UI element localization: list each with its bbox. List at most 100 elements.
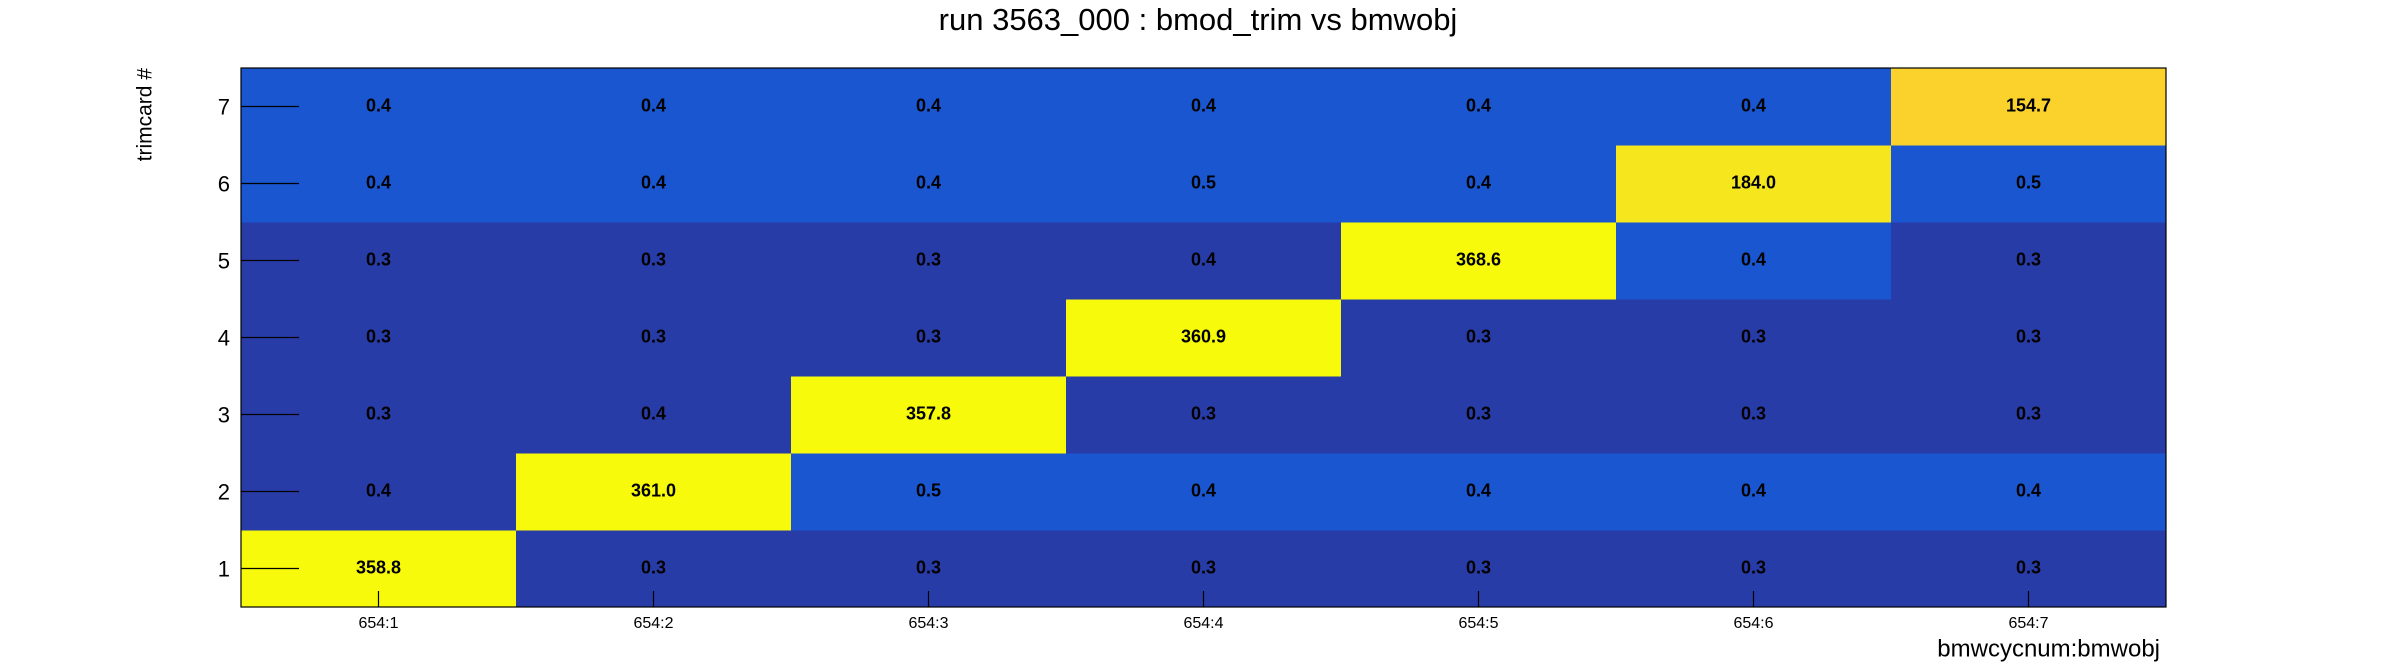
cell-label: 0.3 [641, 326, 666, 346]
x-tick-label: 654:2 [633, 615, 673, 632]
heatmap-cell [1341, 68, 1617, 146]
x-tick-label: 654:4 [1183, 615, 1223, 632]
y-axis-title: trimcard # [134, 68, 157, 162]
heatmap-cell [1066, 376, 1342, 454]
x-tick-label: 654:3 [908, 615, 948, 632]
cell-label: 0.4 [641, 403, 666, 423]
heatmap-cell [791, 453, 1067, 531]
cell-label: 360.9 [1181, 326, 1226, 346]
heatmap-cell [1891, 222, 2167, 300]
cell-label: 0.4 [1466, 480, 1491, 500]
cell-label: 0.4 [1191, 249, 1216, 269]
cell-label: 0.4 [1466, 172, 1491, 192]
heatmap-cell [516, 376, 792, 454]
x-tick-label: 654:1 [358, 615, 398, 632]
heatmap-cell [1616, 222, 1892, 300]
cell-label: 0.3 [1191, 557, 1216, 577]
cell-label: 0.3 [1466, 403, 1491, 423]
heatmap-cell [516, 453, 792, 531]
cell-label: 0.4 [641, 95, 666, 115]
cell-label: 154.7 [2006, 95, 2051, 115]
cell-label: 0.4 [1466, 95, 1491, 115]
cell-label: 0.3 [916, 249, 941, 269]
heatmap-cell [1891, 376, 2167, 454]
x-tick-label: 654:5 [1458, 615, 1498, 632]
cell-label: 0.4 [366, 480, 391, 500]
heatmap-cell [516, 299, 792, 377]
heatmap-cell [516, 145, 792, 223]
cell-label: 0.4 [1191, 480, 1216, 500]
heatmap-cell [791, 376, 1067, 454]
heatmap-cell [1341, 145, 1617, 223]
cell-label: 184.0 [1731, 172, 1776, 192]
cell-label: 0.4 [1741, 249, 1766, 269]
heatmap-cell [1066, 145, 1342, 223]
cell-label: 0.5 [2016, 172, 2041, 192]
heatmap-cell [1616, 299, 1892, 377]
cell-label: 0.3 [1466, 557, 1491, 577]
heatmap-cell [791, 222, 1067, 300]
heatmap-cell [1341, 222, 1617, 300]
cell-label: 0.4 [641, 172, 666, 192]
heatmap-cell [791, 68, 1067, 146]
cell-label: 0.3 [2016, 403, 2041, 423]
heatmap-cell [1341, 453, 1617, 531]
cell-label: 0.4 [1741, 95, 1766, 115]
cell-label: 0.3 [1741, 326, 1766, 346]
cell-label: 0.3 [2016, 249, 2041, 269]
cell-label: 0.3 [916, 326, 941, 346]
y-tick-label: 7 [218, 94, 230, 119]
cell-label: 0.5 [1191, 172, 1216, 192]
y-tick-label: 4 [218, 325, 230, 350]
cell-label: 0.4 [1191, 95, 1216, 115]
cell-label: 0.4 [366, 95, 391, 115]
y-tick-label: 2 [218, 479, 230, 504]
x-tick-label: 654:6 [1733, 615, 1773, 632]
cell-label: 358.8 [356, 557, 401, 577]
heatmap-cell [1616, 145, 1892, 223]
cell-label: 0.4 [2016, 480, 2041, 500]
cell-label: 0.3 [366, 326, 391, 346]
cell-label: 0.4 [916, 95, 941, 115]
heatmap-cell [1891, 299, 2167, 377]
heatmap-cell [1891, 453, 2167, 531]
cell-label: 0.3 [1466, 326, 1491, 346]
heatmap-cell [516, 68, 792, 146]
cell-label: 0.4 [916, 172, 941, 192]
heatmap-cell [791, 145, 1067, 223]
heatmap-cell [1616, 376, 1892, 454]
cell-label: 0.5 [916, 480, 941, 500]
y-tick-label: 5 [218, 248, 230, 273]
cell-label: 0.3 [916, 557, 941, 577]
cell-label: 0.3 [366, 403, 391, 423]
cell-label: 0.3 [1741, 403, 1766, 423]
heatmap-cell [1066, 222, 1342, 300]
cell-label: 0.3 [366, 249, 391, 269]
y-tick-label: 1 [218, 556, 230, 581]
chart-title: run 3563_000 : bmod_trim vs bmwobj [939, 2, 1458, 37]
y-tick-label: 3 [218, 402, 230, 427]
cell-label: 0.3 [2016, 326, 2041, 346]
heatmap-cell [1341, 299, 1617, 377]
heatmap-cell [1066, 299, 1342, 377]
x-axis-title: bmwcycnum:bmwobj [1937, 635, 2160, 662]
cell-label: 0.3 [641, 557, 666, 577]
heatmap-cell [1891, 68, 2167, 146]
heatmap-cell [1616, 453, 1892, 531]
heatmap-cell [516, 222, 792, 300]
heatmap-cell [1616, 68, 1892, 146]
cell-label: 0.3 [641, 249, 666, 269]
heatmap-cell [1891, 145, 2167, 223]
cell-label: 0.3 [2016, 557, 2041, 577]
heatmap-cell [791, 299, 1067, 377]
cell-label: 0.4 [366, 172, 391, 192]
heatmap-cell [1066, 453, 1342, 531]
cell-label: 0.3 [1191, 403, 1216, 423]
cell-label: 361.0 [631, 480, 676, 500]
x-tick-label: 654:7 [2008, 615, 2048, 632]
cell-label: 0.4 [1741, 480, 1766, 500]
cell-label: 357.8 [906, 403, 951, 423]
heatmap-cell [1066, 68, 1342, 146]
